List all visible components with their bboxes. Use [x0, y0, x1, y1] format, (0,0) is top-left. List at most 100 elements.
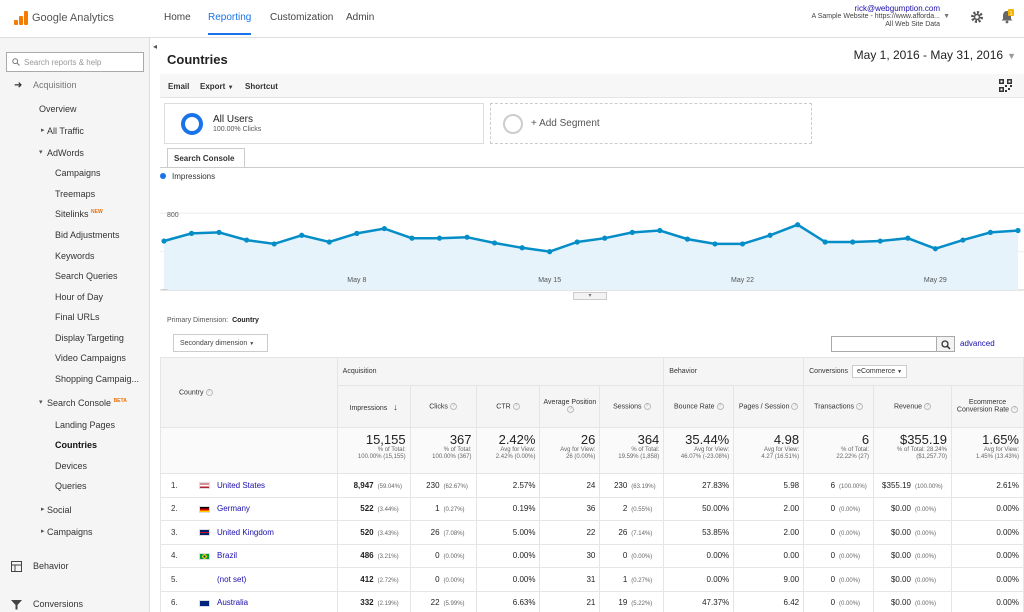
bell-icon[interactable]: 1: [1000, 9, 1014, 24]
help-icon[interactable]: ?: [567, 406, 575, 414]
chart-point[interactable]: [767, 232, 773, 238]
sidebar-behavior[interactable]: Behavior: [33, 561, 69, 571]
chart-point[interactable]: [877, 238, 883, 244]
date-range-picker[interactable]: May 1, 2016 - May 31, 2016 ▼: [854, 48, 1016, 62]
country-link[interactable]: Germany: [217, 504, 250, 514]
chart-point[interactable]: [464, 234, 470, 240]
nav-admin[interactable]: Admin: [346, 12, 375, 23]
col-clicks[interactable]: Clicks?: [409, 385, 477, 428]
country-link[interactable]: United Kingdom: [217, 527, 274, 537]
col-ecommerce-rate[interactable]: Ecommerce Conversion Rate?: [950, 385, 1024, 428]
chart-point[interactable]: [299, 232, 305, 238]
expand-social-icon[interactable]: ▸: [41, 506, 45, 513]
country-link[interactable]: Brazil: [217, 551, 238, 561]
sidebar-conversions[interactable]: Conversions: [33, 599, 84, 609]
nav-customization[interactable]: Customization: [270, 12, 334, 23]
chart-point[interactable]: [795, 222, 801, 228]
chart-point[interactable]: [602, 235, 608, 241]
segment-all-users[interactable]: All Users 100.00% Clicks: [164, 103, 484, 144]
col-avg-position[interactable]: Average Position?: [539, 385, 601, 428]
search-input[interactable]: Search reports & help: [6, 52, 144, 72]
col-country[interactable]: Country?: [160, 357, 338, 428]
sidebar-item-devices[interactable]: Devices: [55, 461, 88, 471]
chart-point[interactable]: [216, 229, 222, 235]
nav-reporting[interactable]: Reporting: [208, 12, 252, 35]
sidebar-item-shopping-campaigns[interactable]: Shopping Campaig...: [55, 374, 140, 384]
chart-point[interactable]: [436, 235, 443, 241]
help-icon[interactable]: ?: [512, 402, 520, 410]
export-button[interactable]: Export ▼: [200, 82, 234, 91]
sidebar-item-search-queries[interactable]: Search Queries: [55, 271, 118, 281]
help-icon[interactable]: ?: [449, 402, 457, 410]
help-icon[interactable]: ?: [1011, 406, 1019, 414]
sidebar-item-bid-adjustments[interactable]: Bid Adjustments: [55, 230, 120, 240]
col-revenue[interactable]: Revenue?: [873, 385, 952, 428]
sidebar-item-treemaps[interactable]: Treemaps: [55, 189, 96, 199]
sidebar-all-traffic[interactable]: All Traffic: [47, 126, 84, 136]
secondary-dimension-dropdown[interactable]: Secondary dimension ▼: [173, 334, 268, 352]
chart-point[interactable]: [629, 229, 635, 235]
country-link[interactable]: United States: [217, 480, 266, 490]
sidebar-campaigns[interactable]: Campaigns: [47, 527, 93, 537]
sidebar-acquisition[interactable]: Acquisition: [33, 80, 77, 90]
col-ctr[interactable]: CTR?: [475, 385, 541, 428]
qr-code-icon[interactable]: [999, 79, 1012, 92]
chart-point[interactable]: [409, 235, 415, 241]
ga-logo[interactable]: Google Analytics: [14, 11, 114, 25]
sidebar-search-console[interactable]: Search Console BETA: [47, 398, 127, 408]
country-link[interactable]: Australia: [217, 598, 249, 608]
sidebar-item-display-targeting[interactable]: Display Targeting: [55, 333, 124, 343]
chart-point[interactable]: [491, 240, 498, 246]
collapse-sidebar-icon[interactable]: ◂: [152, 42, 157, 51]
sidebar-adwords[interactable]: AdWords: [47, 148, 84, 158]
sidebar-item-campaigns[interactable]: Campaigns: [55, 168, 101, 178]
help-icon[interactable]: ?: [924, 402, 932, 410]
chart-point[interactable]: [905, 235, 911, 241]
chart-point[interactable]: [188, 230, 195, 236]
chart-point[interactable]: [850, 239, 856, 245]
table-filter-button[interactable]: [937, 336, 955, 352]
chart-point[interactable]: [960, 237, 966, 243]
add-segment-button[interactable]: + Add Segment: [490, 103, 812, 144]
sidebar-social[interactable]: Social: [47, 505, 72, 515]
chart-point[interactable]: [354, 230, 360, 236]
shortcut-button[interactable]: Shortcut: [245, 82, 278, 91]
sidebar-overview[interactable]: Overview: [39, 104, 77, 114]
help-icon[interactable]: ?: [791, 402, 799, 410]
chart-point[interactable]: [1015, 227, 1021, 234]
nav-home[interactable]: Home: [164, 12, 191, 23]
chart-point[interactable]: [519, 245, 525, 251]
sidebar-item-keywords[interactable]: Keywords: [55, 251, 95, 261]
expand-all-traffic-icon[interactable]: ▸: [41, 127, 45, 134]
sidebar-item-sitelinks[interactable]: Sitelinks NEW: [55, 209, 103, 219]
chart-resize-grip[interactable]: ▾: [573, 292, 607, 300]
chart-point[interactable]: [712, 241, 718, 247]
sidebar-item-queries[interactable]: Queries: [55, 481, 87, 491]
col-pages-session[interactable]: Pages / Session?: [733, 385, 805, 428]
chart-point[interactable]: [657, 227, 663, 234]
chart-point[interactable]: [684, 236, 691, 242]
chart-point[interactable]: [547, 249, 553, 255]
chart-point[interactable]: [822, 239, 828, 245]
help-icon[interactable]: ?: [205, 388, 213, 396]
chart-point[interactable]: [271, 241, 277, 247]
col-bounce-rate[interactable]: Bounce Rate?: [663, 385, 735, 428]
sidebar-item-hour-of-day[interactable]: Hour of Day: [55, 292, 104, 302]
tab-search-console[interactable]: Search Console: [167, 148, 245, 168]
sidebar-item-countries[interactable]: Countries: [55, 440, 98, 450]
table-filter-input[interactable]: [831, 336, 937, 352]
advanced-link[interactable]: advanced: [960, 339, 995, 348]
help-icon[interactable]: ?: [643, 402, 651, 410]
account-selector[interactable]: rick@webgumption.com A Sample Website - …: [811, 5, 940, 29]
email-button[interactable]: Email: [168, 82, 190, 91]
sidebar-item-video-campaigns[interactable]: Video Campaigns: [55, 353, 126, 363]
col-transactions[interactable]: Transactions?: [803, 385, 875, 428]
help-icon[interactable]: ?: [855, 402, 863, 410]
chart-point[interactable]: [161, 238, 167, 244]
country-link[interactable]: (not set): [217, 574, 247, 584]
col-impressions[interactable]: Impressions ↓: [336, 385, 411, 428]
col-sessions[interactable]: Sessions?: [599, 385, 665, 428]
expand-adwords-icon[interactable]: ▾: [39, 149, 43, 156]
chart-point[interactable]: [932, 246, 938, 252]
